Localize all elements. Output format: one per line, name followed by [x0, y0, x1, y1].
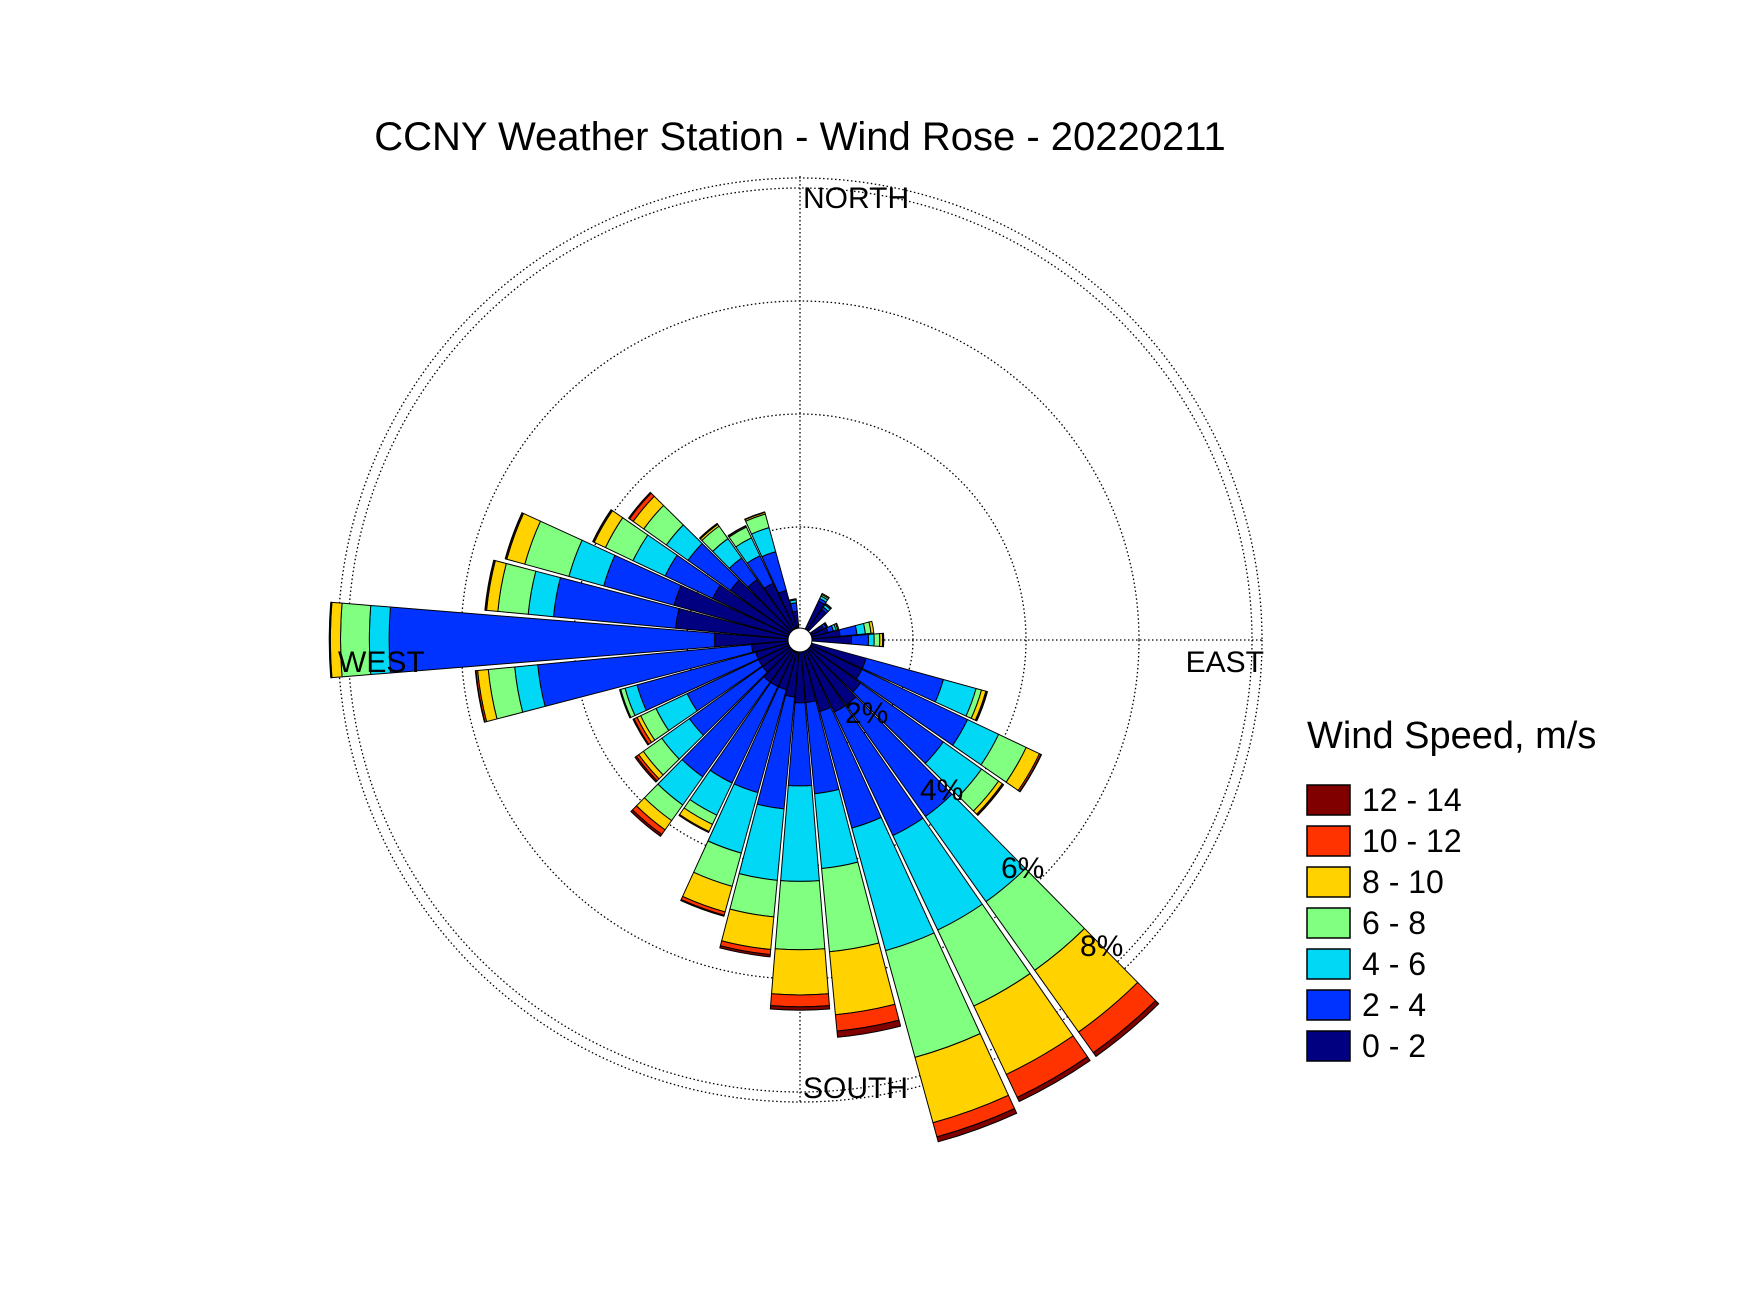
petal-segment-240-bin-6: [632, 718, 650, 746]
petal-segment-70-bin-4: [835, 622, 840, 631]
legend: Wind Speed, m/s 12 - 14 10 - 12 8 - 10 6 - …: [1306, 715, 1596, 1064]
petals: [328, 491, 1160, 1143]
petal-segment-230-bin-6: [634, 755, 658, 783]
legend-label-0: 12 - 14: [1362, 782, 1462, 818]
petal-segment-340-bin-5: [744, 511, 766, 521]
petal-segment-90-bin-1: [850, 634, 870, 646]
petal-segment-200-bin-6: [680, 899, 725, 917]
petal-segment-290-bin-6: [504, 512, 523, 560]
ring-4pct: [573, 413, 1027, 867]
petal-segment-160-bin-6: [936, 1108, 1018, 1143]
petal-segment-110-bin-6: [975, 691, 989, 722]
legend-label-2: 8 - 10: [1362, 864, 1444, 900]
legend-swatch-4: [1306, 948, 1351, 980]
petal-segment-330-bin-5: [727, 525, 747, 537]
legend-swatch-5: [1306, 989, 1351, 1021]
legend-title: Wind Speed, m/s: [1307, 715, 1596, 757]
petal-segment-180-bin-3: [774, 880, 826, 951]
ring-label-4: 4%: [920, 774, 963, 807]
petal-segment-90-bin-2: [867, 633, 875, 647]
petal-segment-310-bin-6: [628, 491, 652, 520]
petal-segment-90-bin-6: [882, 632, 885, 648]
petal-segment-140-bin-6: [1092, 1000, 1160, 1057]
petal-segment-180-bin-6: [769, 1005, 831, 1011]
ring-label-6: 6%: [1001, 852, 1044, 885]
ring-label-2: 2%: [845, 697, 888, 730]
petal-segment-210-bin-5: [678, 814, 710, 834]
petal-segment-30-bin-4: [821, 592, 830, 599]
direction-label-north: NORTH: [803, 182, 909, 215]
legend-swatch-6: [1306, 1030, 1351, 1062]
petal-segment-250-bin-5: [619, 689, 631, 719]
legend-swatch-3: [1306, 907, 1351, 939]
petal-segment-320-bin-6: [699, 522, 718, 540]
petal-segment-130-bin-6: [977, 783, 1005, 816]
legend-items: 12 - 14 10 - 12 8 - 10 6 - 8 4 - 6 2 - 4 0 - 2: [1306, 782, 1462, 1064]
petal-segment-300-bin-6: [592, 509, 613, 543]
petal-segment-220-bin-6: [630, 809, 663, 837]
legend-label-4: 4 - 6: [1362, 946, 1426, 982]
petal-segment-180-bin-4: [771, 948, 829, 996]
ring-label-8: 8%: [1080, 930, 1123, 963]
petal-segment-170-bin-6: [836, 1019, 902, 1038]
legend-label-6: 0 - 2: [1362, 1028, 1426, 1064]
direction-label-east: EAST: [1186, 646, 1264, 679]
petal-segment-190-bin-6: [719, 945, 771, 958]
direction-label-south: SOUTH: [803, 1072, 908, 1105]
petal-segment-150-bin-6: [1016, 1056, 1091, 1103]
petal-segment-180-bin-5: [770, 993, 830, 1008]
petal-segment-170-bin-4: [828, 942, 896, 1016]
petal-segment-350-bin-3: [789, 598, 797, 602]
petal-segment-120-bin-6: [1019, 753, 1043, 793]
ring-outer: [337, 177, 1263, 1103]
petal-segment-180-bin-2: [780, 784, 820, 882]
legend-swatch-2: [1306, 866, 1351, 898]
petal-segment-80-bin-1: [838, 625, 858, 637]
calm-center: [787, 627, 813, 653]
petal-segment-260-bin-6: [474, 670, 486, 723]
direction-label-west: WEST: [338, 646, 425, 679]
petal-segment-40-bin-4: [825, 603, 832, 610]
petal-segment-270-bin-6: [328, 601, 332, 679]
petal-segment-80-bin-4: [868, 620, 875, 634]
legend-label-5: 2 - 4: [1362, 987, 1426, 1023]
legend-label-3: 6 - 8: [1362, 905, 1426, 941]
petal-segment-280-bin-6: [484, 559, 495, 611]
legend-swatch-0: [1306, 784, 1351, 816]
legend-label-1: 10 - 12: [1362, 823, 1462, 859]
petal-segment-90-bin-3: [873, 633, 881, 647]
chart-title: CCNY Weather Station - Wind Rose - 20220…: [374, 115, 1226, 159]
legend-swatch-1: [1306, 825, 1351, 857]
